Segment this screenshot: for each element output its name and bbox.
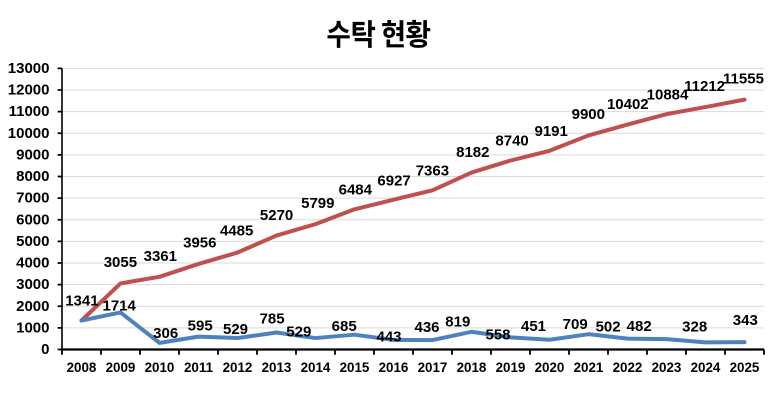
svg-text:529: 529	[286, 323, 311, 340]
svg-text:7000: 7000	[16, 190, 49, 207]
svg-text:451: 451	[521, 318, 546, 335]
svg-text:13000: 13000	[8, 60, 50, 77]
svg-text:2025: 2025	[730, 360, 760, 375]
svg-text:4000: 4000	[16, 255, 49, 272]
svg-text:785: 785	[260, 311, 285, 328]
svg-text:343: 343	[733, 312, 758, 329]
svg-text:4485: 4485	[220, 223, 253, 240]
svg-text:2010: 2010	[145, 360, 175, 375]
svg-text:3000: 3000	[16, 276, 49, 293]
svg-text:529: 529	[223, 321, 248, 338]
svg-text:1341: 1341	[65, 292, 98, 309]
svg-text:558: 558	[485, 326, 510, 343]
svg-text:2013: 2013	[262, 360, 292, 375]
svg-text:11212: 11212	[684, 78, 725, 95]
svg-text:2009: 2009	[106, 360, 136, 375]
svg-text:5270: 5270	[260, 207, 293, 224]
svg-text:709: 709	[563, 316, 588, 333]
svg-text:2017: 2017	[418, 360, 448, 375]
svg-text:9000: 9000	[16, 146, 49, 163]
svg-text:7363: 7363	[416, 163, 449, 180]
svg-text:819: 819	[445, 314, 470, 331]
svg-text:1000: 1000	[16, 319, 49, 336]
svg-text:2023: 2023	[652, 360, 682, 375]
svg-text:11000: 11000	[9, 103, 50, 120]
svg-text:3361: 3361	[144, 248, 177, 265]
svg-text:482: 482	[627, 318, 652, 335]
svg-text:0: 0	[41, 341, 49, 358]
svg-text:1714: 1714	[103, 297, 137, 314]
svg-text:2024: 2024	[691, 360, 721, 375]
svg-text:2022: 2022	[613, 360, 643, 375]
svg-text:8000: 8000	[16, 168, 49, 185]
svg-text:306: 306	[153, 325, 178, 342]
svg-text:10402: 10402	[607, 96, 649, 113]
svg-text:10000: 10000	[8, 125, 50, 142]
svg-text:2011: 2011	[184, 360, 214, 375]
svg-text:436: 436	[414, 319, 439, 336]
svg-text:328: 328	[682, 318, 707, 335]
svg-text:12000: 12000	[8, 82, 50, 99]
svg-text:6484: 6484	[339, 181, 373, 198]
svg-text:6927: 6927	[377, 173, 410, 190]
svg-text:2021: 2021	[574, 360, 604, 375]
svg-text:5799: 5799	[301, 195, 334, 212]
svg-text:8182: 8182	[456, 144, 489, 161]
svg-text:3956: 3956	[183, 235, 216, 252]
svg-text:2016: 2016	[379, 360, 409, 375]
svg-text:9900: 9900	[572, 106, 605, 123]
svg-text:2008: 2008	[67, 360, 97, 375]
svg-text:685: 685	[332, 318, 357, 335]
svg-text:595: 595	[188, 318, 213, 335]
svg-text:2015: 2015	[340, 360, 370, 375]
svg-text:2000: 2000	[16, 298, 49, 315]
svg-text:8740: 8740	[495, 133, 528, 150]
svg-text:2012: 2012	[223, 360, 253, 375]
svg-text:502: 502	[596, 318, 621, 335]
svg-text:443: 443	[376, 329, 401, 346]
svg-text:9191: 9191	[535, 123, 568, 140]
svg-text:2019: 2019	[496, 360, 526, 375]
svg-text:6000: 6000	[16, 211, 49, 228]
svg-text:11555: 11555	[723, 70, 764, 87]
svg-text:5000: 5000	[16, 233, 49, 250]
svg-text:3055: 3055	[104, 254, 137, 271]
svg-text:10884: 10884	[647, 86, 689, 103]
svg-text:2020: 2020	[535, 360, 565, 375]
svg-text:2018: 2018	[457, 360, 487, 375]
svg-text:2014: 2014	[301, 360, 331, 375]
